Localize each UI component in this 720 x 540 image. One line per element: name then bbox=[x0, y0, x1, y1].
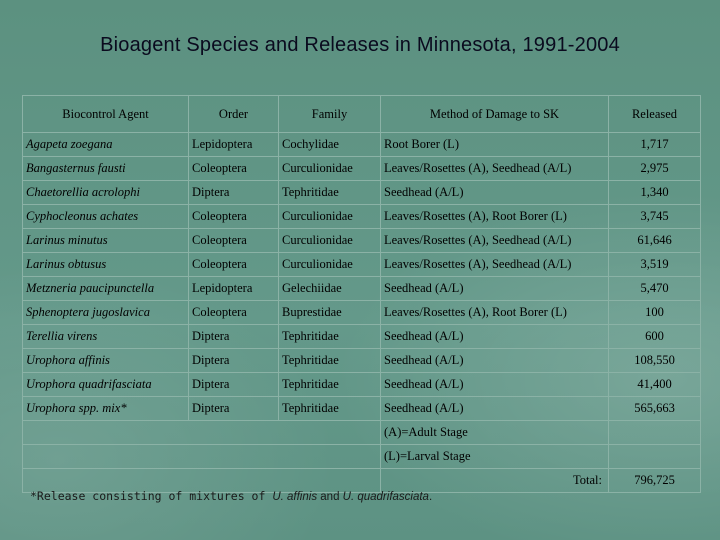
header-row: Biocontrol Agent Order Family Method of … bbox=[22, 95, 701, 133]
cell-released: 108,550 bbox=[608, 348, 701, 373]
cell-agent: Chaetorellia acrolophi bbox=[22, 180, 189, 205]
header-order: Order bbox=[188, 95, 279, 133]
cell-order: Diptera bbox=[188, 180, 279, 205]
table-row: Agapeta zoegana Lepidoptera Cochylidae Root… bbox=[22, 132, 701, 157]
cell-released: 2,975 bbox=[608, 156, 701, 181]
cell-order: Diptera bbox=[188, 372, 279, 397]
cell-order: Coleoptera bbox=[188, 156, 279, 181]
footnote-species-1: U. affinis bbox=[272, 491, 318, 503]
cell-agent: Cyphocleonus achates bbox=[22, 204, 189, 229]
table-row: Bangasternus fausti Coleoptera Curculionid… bbox=[22, 156, 701, 181]
header-agent: Biocontrol Agent bbox=[22, 95, 189, 133]
cell-method: Seedhead (A/L) bbox=[380, 276, 609, 301]
cell-released: 3,519 bbox=[608, 252, 701, 277]
total-label: Total: bbox=[380, 468, 609, 493]
cell-agent: Larinus obtusus bbox=[22, 252, 189, 277]
legend-larval: (L)=Larval Stage bbox=[380, 444, 609, 469]
cell-family: Tephritidae bbox=[278, 180, 381, 205]
cell-released: 41,400 bbox=[608, 372, 701, 397]
table-row: Cyphocleonus achates Coleoptera Curculioni… bbox=[22, 204, 701, 229]
cell-method: Leaves/Rosettes (A), Seedhead (A/L) bbox=[380, 252, 609, 277]
cell-method: Leaves/Rosettes (A), Seedhead (A/L) bbox=[380, 156, 609, 181]
cell-family: Tephritidae bbox=[278, 348, 381, 373]
cell-family: Gelechiidae bbox=[278, 276, 381, 301]
footnote-suffix: . bbox=[428, 491, 433, 503]
table-row: Urophora spp. mix* Diptera Tephritidae Seed… bbox=[22, 396, 701, 421]
cell-family: Curculionidae bbox=[278, 228, 381, 253]
cell-released: 3,745 bbox=[608, 204, 701, 229]
cell-method: Seedhead (A/L) bbox=[380, 396, 609, 421]
total-spacer bbox=[22, 468, 381, 493]
table-row: Urophora quadrifasciata Diptera Tephritida… bbox=[22, 372, 701, 397]
cell-released: 100 bbox=[608, 300, 701, 325]
legend-adult: (A)=Adult Stage bbox=[380, 420, 609, 445]
cell-method: Leaves/Rosettes (A), Root Borer (L) bbox=[380, 204, 609, 229]
cell-method: Leaves/Rosettes (A), Seedhead (A/L) bbox=[380, 228, 609, 253]
footnote-prefix: *Release consisting of mixtures of bbox=[30, 489, 273, 503]
cell-order: Coleoptera bbox=[188, 204, 279, 229]
cell-method: Seedhead (A/L) bbox=[380, 324, 609, 349]
footnote-species-2: U. quadrifasciata bbox=[342, 491, 429, 503]
cell-agent: Urophora spp. mix* bbox=[22, 396, 189, 421]
cell-released: 61,646 bbox=[608, 228, 701, 253]
legend-row-adult: (A)=Adult Stage bbox=[22, 420, 701, 445]
cell-agent: Urophora quadrifasciata bbox=[22, 372, 189, 397]
header-method: Method of Damage to SK bbox=[380, 95, 609, 133]
cell-family: Tephritidae bbox=[278, 396, 381, 421]
table-row: Chaetorellia acrolophi Diptera Tephritidae… bbox=[22, 180, 701, 205]
cell-family: Tephritidae bbox=[278, 324, 381, 349]
table-row: Larinus obtusus Coleoptera Curculionidae Le… bbox=[22, 252, 701, 277]
total-value: 796,725 bbox=[608, 468, 701, 493]
cell-agent: Bangasternus fausti bbox=[22, 156, 189, 181]
cell-family: Curculionidae bbox=[278, 204, 381, 229]
legend-blank-cell bbox=[608, 444, 701, 469]
footnote-middle: and bbox=[317, 491, 343, 503]
header-released: Released bbox=[608, 95, 701, 133]
total-row: Total: 796,725 bbox=[22, 468, 701, 493]
cell-method: Seedhead (A/L) bbox=[380, 180, 609, 205]
page-title: Bioagent Species and Releases in Minneso… bbox=[100, 34, 620, 56]
cell-order: Diptera bbox=[188, 396, 279, 421]
cell-family: Buprestidae bbox=[278, 300, 381, 325]
table-row: Larinus minutus Coleoptera Curculionidae Le… bbox=[22, 228, 701, 253]
legend-row-larval: (L)=Larval Stage bbox=[22, 444, 701, 469]
table-row: Metzneria paucipunctella Lepidoptera Gelec… bbox=[22, 276, 701, 301]
cell-order: Coleoptera bbox=[188, 300, 279, 325]
cell-method: Leaves/Rosettes (A), Root Borer (L) bbox=[380, 300, 609, 325]
table-row: Terellia virens Diptera Tephritidae Seedhea… bbox=[22, 324, 701, 349]
cell-released: 1,717 bbox=[608, 132, 701, 157]
cell-order: Coleoptera bbox=[188, 228, 279, 253]
cell-family: Cochylidae bbox=[278, 132, 381, 157]
cell-family: Curculionidae bbox=[278, 156, 381, 181]
cell-agent: Agapeta zoegana bbox=[22, 132, 189, 157]
bioagent-table: Biocontrol Agent Order Family Method of … bbox=[22, 95, 701, 493]
cell-agent: Sphenoptera jugoslavica bbox=[22, 300, 189, 325]
legend-blank-cell bbox=[608, 420, 701, 445]
footnote: *Release consisting of mixtures of U. af… bbox=[30, 489, 432, 503]
cell-order: Coleoptera bbox=[188, 252, 279, 277]
cell-released: 1,340 bbox=[608, 180, 701, 205]
cell-method: Seedhead (A/L) bbox=[380, 372, 609, 397]
legend-spacer bbox=[22, 444, 381, 469]
cell-released: 600 bbox=[608, 324, 701, 349]
cell-method: Seedhead (A/L) bbox=[380, 348, 609, 373]
table-row: Urophora affinis Diptera Tephritidae Seedhe… bbox=[22, 348, 701, 373]
cell-order: Lepidoptera bbox=[188, 132, 279, 157]
cell-agent: Terellia virens bbox=[22, 324, 189, 349]
legend-spacer bbox=[22, 420, 381, 445]
cell-order: Diptera bbox=[188, 348, 279, 373]
cell-method: Root Borer (L) bbox=[380, 132, 609, 157]
cell-family: Curculionidae bbox=[278, 252, 381, 277]
cell-order: Lepidoptera bbox=[188, 276, 279, 301]
cell-family: Tephritidae bbox=[278, 372, 381, 397]
cell-agent: Larinus minutus bbox=[22, 228, 189, 253]
header-family: Family bbox=[278, 95, 381, 133]
table-row: Sphenoptera jugoslavica Coleoptera Buprest… bbox=[22, 300, 701, 325]
cell-order: Diptera bbox=[188, 324, 279, 349]
cell-agent: Metzneria paucipunctella bbox=[22, 276, 189, 301]
cell-released: 565,663 bbox=[608, 396, 701, 421]
cell-released: 5,470 bbox=[608, 276, 701, 301]
cell-agent: Urophora affinis bbox=[22, 348, 189, 373]
